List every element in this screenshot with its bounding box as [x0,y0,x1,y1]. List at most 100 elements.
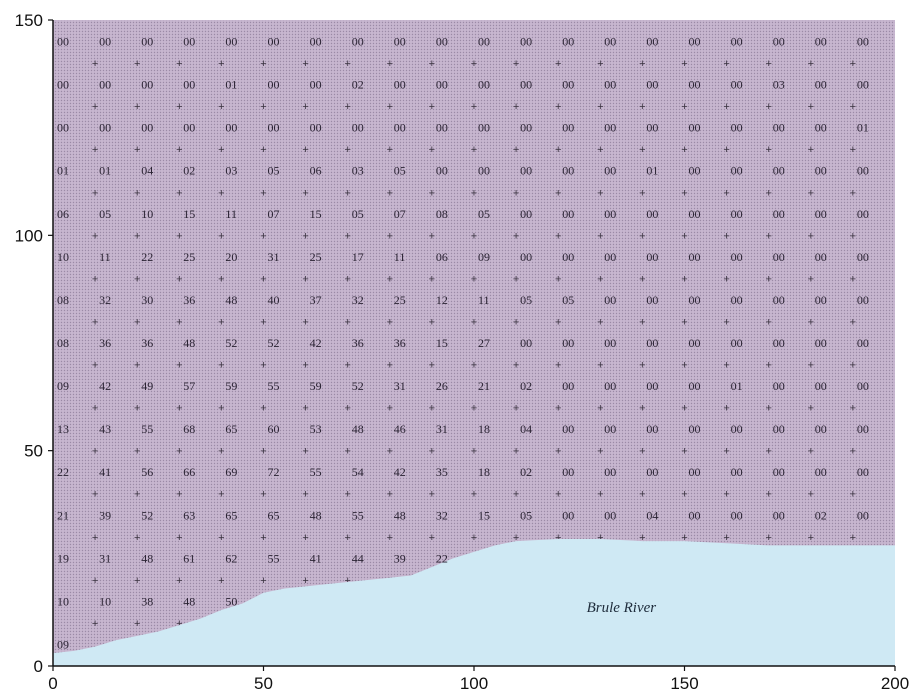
grid-point-mark: + [597,403,603,415]
grid-point-mark: + [176,446,182,458]
grid-point-mark: + [765,403,771,415]
cell-value: 43 [99,422,111,436]
cell-value: 07 [394,207,406,221]
cell-value: 00 [478,121,490,135]
grid-point-mark: + [597,187,603,199]
cell-value: 00 [773,465,785,479]
cell-value: 05 [352,207,364,221]
grid-point-mark: + [555,532,561,544]
cell-value: 00 [604,465,616,479]
cell-value: 17 [352,250,364,264]
grid-point-mark: + [429,532,435,544]
grid-point-mark: + [92,101,98,113]
grid-point-mark: + [134,360,140,372]
cell-value: 00 [646,293,658,307]
cell-value: 31 [99,551,111,565]
grid-point-mark: + [134,403,140,415]
grid-point-mark: + [471,360,477,372]
cell-value: 00 [604,293,616,307]
grid-point-mark: + [92,360,98,372]
grid-point-mark: + [302,360,308,372]
grid-point-mark: + [765,101,771,113]
cell-value: 20 [225,250,237,264]
cell-value: 05 [562,293,574,307]
grid-point-mark: + [344,575,350,587]
grid-point-mark: + [681,187,687,199]
grid-point-mark: + [555,187,561,199]
cell-value: 25 [310,250,322,264]
grid-point-mark: + [92,187,98,199]
cell-value: 05 [520,508,532,522]
cell-value: 02 [520,379,532,393]
grid-point-mark: + [850,489,856,501]
cell-value: 60 [268,422,280,436]
cell-value: 00 [604,207,616,221]
cell-value: 36 [141,336,153,350]
grid-point-mark: + [639,360,645,372]
cell-value: 18 [478,465,490,479]
cell-value: 59 [310,379,322,393]
grid-point-mark: + [597,446,603,458]
cell-value: 06 [436,250,448,264]
cell-value: 00 [731,78,743,92]
cell-value: 48 [141,551,153,565]
cell-value: 00 [520,35,532,49]
cell-value: 00 [815,207,827,221]
grid-point-mark: + [850,144,856,156]
cell-value: 11 [394,250,406,264]
grid-point-mark: + [429,273,435,285]
grid-point-mark: + [92,618,98,630]
grid-point-mark: + [260,144,266,156]
grid-point-mark: + [218,187,224,199]
grid-point-mark: + [639,230,645,242]
grid-point-mark: + [92,144,98,156]
cell-value: 31 [436,422,448,436]
grid-point-mark: + [302,403,308,415]
cell-value: 27 [478,336,490,350]
cell-value: 00 [689,336,701,350]
grid-point-mark: + [808,360,814,372]
cell-value: 41 [310,551,322,565]
cell-value: 00 [604,250,616,264]
y-tick-label: 50 [24,442,43,461]
grid-point-mark: + [513,403,519,415]
cell-value: 00 [268,35,280,49]
grid-point-mark: + [681,101,687,113]
cell-value: 06 [57,207,69,221]
x-tick-label: 100 [460,674,488,693]
grid-point-mark: + [555,101,561,113]
grid-point-mark: + [92,403,98,415]
cell-value: 30 [141,293,153,307]
grid-point-mark: + [850,532,856,544]
cell-value: 01 [646,164,658,178]
cell-value: 00 [857,465,869,479]
cell-value: 00 [268,121,280,135]
cell-value: 01 [99,164,111,178]
grid-point-mark: + [344,316,350,328]
cell-value: 53 [310,422,322,436]
grid-point-mark: + [808,489,814,501]
grid-point-mark: + [260,101,266,113]
grid-point-mark: + [723,144,729,156]
y-tick-label: 150 [15,11,43,30]
grid-point-mark: + [134,144,140,156]
cell-value: 00 [689,250,701,264]
cell-value: 15 [310,207,322,221]
x-tick-label: 0 [48,674,57,693]
grid-point-mark: + [808,316,814,328]
grid-point-mark: + [597,230,603,242]
cell-value: 10 [57,594,69,608]
grid-point-mark: + [850,273,856,285]
cell-value: 08 [436,207,448,221]
cell-value: 00 [57,78,69,92]
grid-point-mark: + [134,532,140,544]
grid-point-mark: + [513,273,519,285]
cell-value: 11 [478,293,490,307]
grid-point-mark: + [723,489,729,501]
grid-point-mark: + [513,532,519,544]
cell-value: 01 [225,78,237,92]
cell-value: 10 [99,594,111,608]
grid-point-mark: + [176,58,182,70]
grid-point-mark: + [387,187,393,199]
